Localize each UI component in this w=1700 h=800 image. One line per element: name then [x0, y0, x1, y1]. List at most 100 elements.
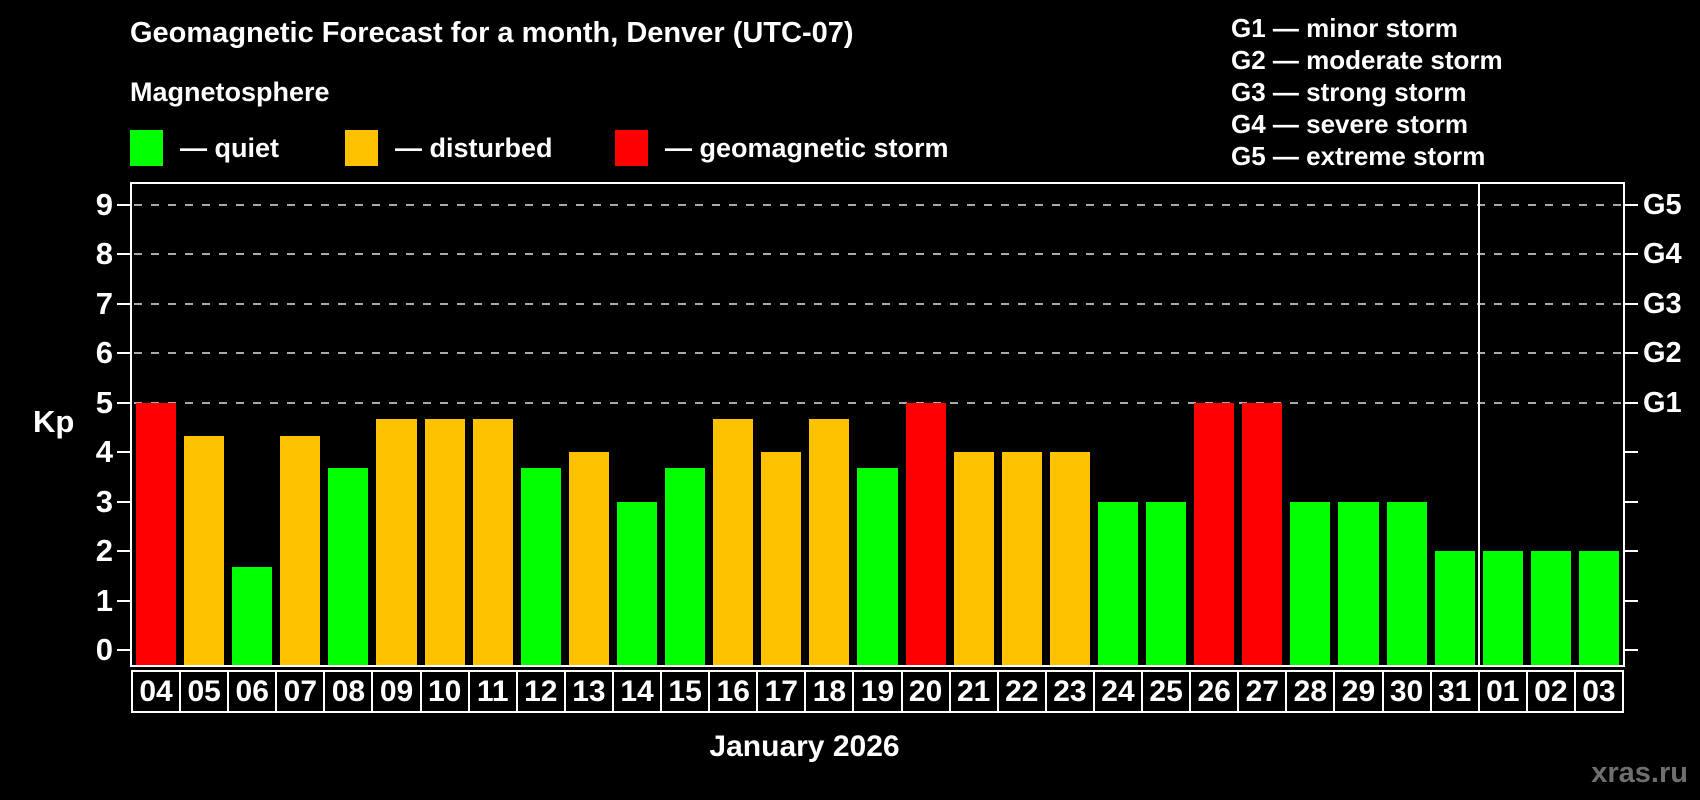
date-box-28: 28 — [1285, 670, 1336, 713]
date-box-29: 29 — [1333, 670, 1384, 713]
y-tick-left-2 — [117, 550, 130, 552]
kp-bar-06 — [232, 567, 273, 665]
chart-title: Geomagnetic Forecast for a month, Denver… — [130, 17, 854, 49]
y-tick-left-6 — [117, 352, 130, 354]
kp-bar-18 — [809, 418, 850, 665]
date-box-18: 18 — [804, 670, 855, 713]
date-box-03: 03 — [1573, 670, 1624, 713]
kp-bar-02 — [1530, 551, 1571, 665]
date-box-04: 04 — [131, 670, 182, 713]
date-box-17: 17 — [756, 670, 807, 713]
kp-bar-29 — [1338, 501, 1379, 665]
kp-bar-21 — [953, 452, 994, 665]
y-tick-right-7 — [1625, 302, 1638, 305]
disturbed-legend-label: — disturbed — [395, 133, 553, 163]
kp-bar-11 — [472, 418, 513, 665]
date-box-05: 05 — [179, 670, 230, 713]
date-box-02: 02 — [1525, 670, 1576, 713]
watermark: xras.ru — [1591, 757, 1688, 789]
kp-bar-19 — [857, 468, 898, 665]
kp-bar-10 — [424, 418, 465, 665]
kp-bar-27 — [1242, 402, 1283, 665]
date-box-14: 14 — [611, 670, 663, 713]
date-box-01: 01 — [1477, 670, 1528, 713]
date-box-24: 24 — [1092, 670, 1144, 713]
storm-legend-swatch — [615, 130, 648, 166]
kp-bar-07 — [280, 435, 321, 665]
date-box-26: 26 — [1189, 670, 1240, 713]
date-box-22: 22 — [996, 670, 1047, 713]
date-box-20: 20 — [900, 670, 951, 713]
y-tick-label-2: 2 — [95, 533, 113, 568]
kp-bar-26 — [1194, 402, 1235, 665]
date-box-27: 27 — [1237, 670, 1288, 713]
kp-bar-03 — [1578, 551, 1619, 665]
kp-bar-01 — [1482, 551, 1523, 665]
date-box-23: 23 — [1044, 670, 1095, 713]
y-tick-label-5: 5 — [95, 384, 113, 420]
y-tick-left-1 — [117, 599, 130, 602]
gridline-kp9 — [134, 203, 1621, 206]
date-box-25: 25 — [1141, 670, 1192, 713]
date-box-15: 15 — [660, 670, 711, 713]
y-tick-label-7: 7 — [95, 285, 113, 321]
y-tick-label-4: 4 — [95, 434, 113, 469]
y-tick-right-3 — [1625, 500, 1638, 503]
kp-bar-13 — [568, 452, 609, 665]
date-box-09: 09 — [371, 670, 422, 713]
quiet-legend-swatch — [130, 130, 163, 166]
y-tick-left-3 — [117, 500, 130, 503]
kp-bar-31 — [1434, 551, 1475, 665]
month-label: January 2026 — [709, 730, 900, 763]
y-tick-right-6 — [1625, 352, 1638, 354]
kp-bar-12 — [520, 468, 561, 665]
date-box-31: 31 — [1429, 670, 1480, 713]
kp-bar-30 — [1386, 501, 1427, 665]
quiet-legend-label: — quiet — [180, 133, 279, 163]
y-tick-right-8 — [1625, 253, 1638, 255]
storm-legend-label: — geomagnetic storm — [665, 133, 949, 163]
y-tick-label-1: 1 — [95, 582, 113, 618]
y-tick-label-9: 9 — [95, 186, 113, 222]
date-box-21: 21 — [948, 670, 999, 713]
date-box-12: 12 — [515, 670, 566, 713]
gridline-kp6 — [134, 352, 1621, 354]
g-legend-line: G2 — moderate storm — [1231, 45, 1503, 75]
y-tick-left-0 — [117, 649, 130, 651]
date-box-30: 30 — [1381, 670, 1432, 713]
g-legend-line: G4 — severe storm — [1231, 109, 1469, 139]
kp-bar-04 — [136, 402, 177, 665]
chart-subtitle: Magnetosphere — [130, 77, 330, 107]
kp-bar-24 — [1097, 501, 1139, 665]
g-scale-legend: G1 — minor storm G2 — moderate storm G3 — … — [1231, 12, 1503, 172]
gridline-kp7 — [134, 302, 1621, 305]
kp-bar-17 — [761, 452, 802, 665]
date-box-08: 08 — [323, 670, 374, 713]
kp-bar-16 — [713, 418, 754, 665]
plot-area — [130, 182, 1625, 667]
date-box-19: 19 — [852, 670, 903, 713]
y-tick-label-0: 0 — [95, 632, 113, 667]
date-box-10: 10 — [419, 670, 470, 713]
g-legend-line: G1 — minor storm — [1231, 13, 1458, 43]
disturbed-legend-swatch — [345, 130, 378, 166]
y-axis-title: Kp — [33, 404, 75, 439]
y-tick-right-4 — [1625, 451, 1638, 453]
kp-bar-09 — [376, 418, 417, 665]
y-tick-label-3: 3 — [95, 483, 113, 519]
y-tick-left-4 — [117, 451, 130, 453]
right-label-G3: G3 — [1643, 287, 1682, 320]
kp-bar-20 — [905, 402, 946, 665]
g-legend-line: G5 — extreme storm — [1231, 141, 1486, 171]
month-separator-line — [1477, 184, 1480, 665]
date-box-16: 16 — [708, 670, 759, 713]
gridline-kp5 — [134, 401, 1621, 404]
kp-bar-23 — [1049, 452, 1090, 665]
date-box-13: 13 — [563, 670, 614, 713]
y-tick-left-5 — [117, 401, 130, 404]
y-tick-left-7 — [117, 302, 130, 305]
date-box-06: 06 — [227, 670, 278, 713]
y-tick-label-6: 6 — [95, 335, 113, 370]
g-legend-line: G3 — strong storm — [1231, 77, 1467, 107]
gridline-kp8 — [134, 253, 1621, 255]
